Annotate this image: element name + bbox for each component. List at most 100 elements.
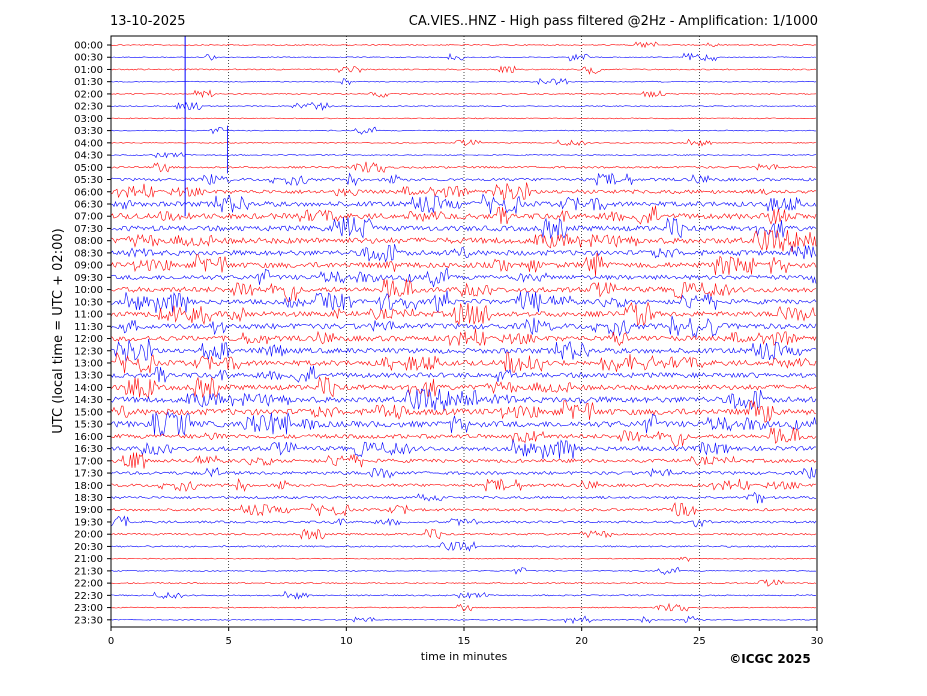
y-axis-label: UTC (local time = UTC + 02:00) [51, 228, 66, 433]
x-tick-label: 20 [575, 636, 588, 647]
trace-1530 [110, 411, 817, 437]
trace-0130 [110, 77, 817, 86]
y-tick-label: 22:00 [74, 579, 103, 590]
y-tick-label: 03:00 [74, 114, 103, 125]
trace-1500 [110, 400, 817, 423]
trace-0400 [110, 138, 817, 147]
trace-1230 [110, 338, 817, 362]
y-tick-label: 18:00 [74, 481, 103, 492]
x-tick-label: 30 [811, 636, 824, 647]
trace-0230 [110, 101, 817, 111]
trace-1030 [110, 290, 817, 314]
y-tick-label: 01:30 [74, 77, 103, 88]
x-tick-label: 5 [225, 636, 231, 647]
trace-1900 [110, 502, 817, 517]
trace-1930 [110, 515, 817, 528]
trace-1200 [110, 328, 817, 347]
trace-1300 [110, 351, 817, 374]
y-tick-label: 13:30 [74, 371, 103, 382]
y-tick-label: 16:00 [74, 432, 103, 443]
y-tick-label: 06:30 [74, 199, 103, 210]
y-tick-label: 05:30 [74, 175, 103, 186]
trace-0100 [110, 65, 817, 75]
trace-1400 [110, 376, 817, 399]
trace-0900 [110, 252, 817, 277]
y-tick-label: 23:00 [74, 603, 103, 614]
y-tick-label: 14:00 [74, 383, 103, 394]
trace-0500 [110, 161, 817, 174]
y-tick-label: 21:00 [74, 554, 103, 565]
y-tick-label: 01:00 [74, 65, 103, 76]
y-tick-label: 07:00 [74, 212, 103, 223]
y-tick-label: 11:30 [74, 322, 103, 333]
y-tick-label: 23:30 [74, 615, 103, 626]
trace-2000 [110, 528, 817, 540]
trace-1330 [110, 365, 817, 383]
trace-0630 [110, 193, 817, 214]
y-tick-label: 10:00 [74, 285, 103, 296]
trace-1730 [110, 467, 817, 480]
y-tick-label: 19:30 [74, 517, 103, 528]
trace-0800 [110, 229, 817, 253]
trace-1000 [110, 278, 817, 302]
y-tick-label: 12:00 [74, 334, 103, 345]
trace-0530 [110, 172, 817, 187]
y-tick-label: 02:00 [74, 89, 103, 100]
chart-title: CA.VIES..HNZ - High pass filtered @2Hz -… [409, 14, 818, 29]
trace-1130 [110, 315, 817, 339]
seismic-traces [110, 36, 817, 625]
x-tick-label: 10 [340, 636, 353, 647]
y-tick-label: 04:30 [74, 151, 103, 162]
trace-1430 [110, 388, 817, 412]
y-tick-label: 18:30 [74, 493, 103, 504]
y-tick-label: 00:00 [74, 41, 103, 52]
trace-2330 [110, 615, 817, 625]
trace-0830 [110, 244, 817, 263]
copyright-label: ©ICGC 2025 [729, 652, 811, 666]
y-tick-label: 09:30 [74, 273, 103, 284]
y-tick-label: 07:30 [74, 224, 103, 235]
x-tick-label: 25 [693, 636, 706, 647]
trace-0000 [110, 41, 817, 49]
trace-0300 [110, 117, 817, 120]
x-tick-label: 15 [458, 636, 471, 647]
y-tick-label: 21:30 [74, 566, 103, 577]
trace-0430 [111, 151, 817, 159]
trace-2130 [110, 566, 817, 576]
y-tick-label: 06:00 [74, 187, 103, 198]
x-axis: 0 5 10 15 20 25 30 [108, 627, 824, 647]
y-tick-label: 17:30 [74, 469, 103, 480]
trace-0700 [110, 205, 817, 225]
trace-1630 [110, 439, 817, 460]
y-tick-label: 08:30 [74, 248, 103, 259]
trace-1830 [110, 491, 817, 504]
y-tick-label: 04:00 [74, 138, 103, 149]
trace-1700 [110, 452, 817, 469]
y-tick-label: 13:00 [74, 358, 103, 369]
y-tick-label: 19:00 [74, 505, 103, 516]
y-tick-label: 02:30 [74, 102, 103, 113]
trace-0330 [110, 126, 816, 135]
grid-lines [228, 36, 700, 627]
trace-0730 [111, 217, 817, 240]
date-label: 13-10-2025 [110, 14, 186, 29]
y-tick-label: 20:30 [74, 542, 103, 553]
x-tick-label: 0 [108, 636, 114, 647]
trace-2230 [110, 590, 817, 600]
trace-2200 [111, 578, 817, 587]
y-tick-label: 22:30 [74, 591, 103, 602]
trace-1800 [110, 478, 817, 492]
y-tick-label: 14:30 [74, 395, 103, 406]
x-axis-label: time in minutes [421, 650, 508, 663]
trace-1100 [110, 301, 817, 327]
y-tick-label: 10:30 [74, 297, 103, 308]
trace-1600 [110, 427, 817, 447]
y-tick-label: 00:30 [74, 53, 103, 64]
trace-2300 [110, 602, 817, 612]
y-tick-label: 20:00 [74, 530, 103, 541]
trace-0030 [110, 52, 817, 62]
y-tick-label: 05:00 [74, 163, 103, 174]
y-tick-label: 12:30 [74, 346, 103, 357]
